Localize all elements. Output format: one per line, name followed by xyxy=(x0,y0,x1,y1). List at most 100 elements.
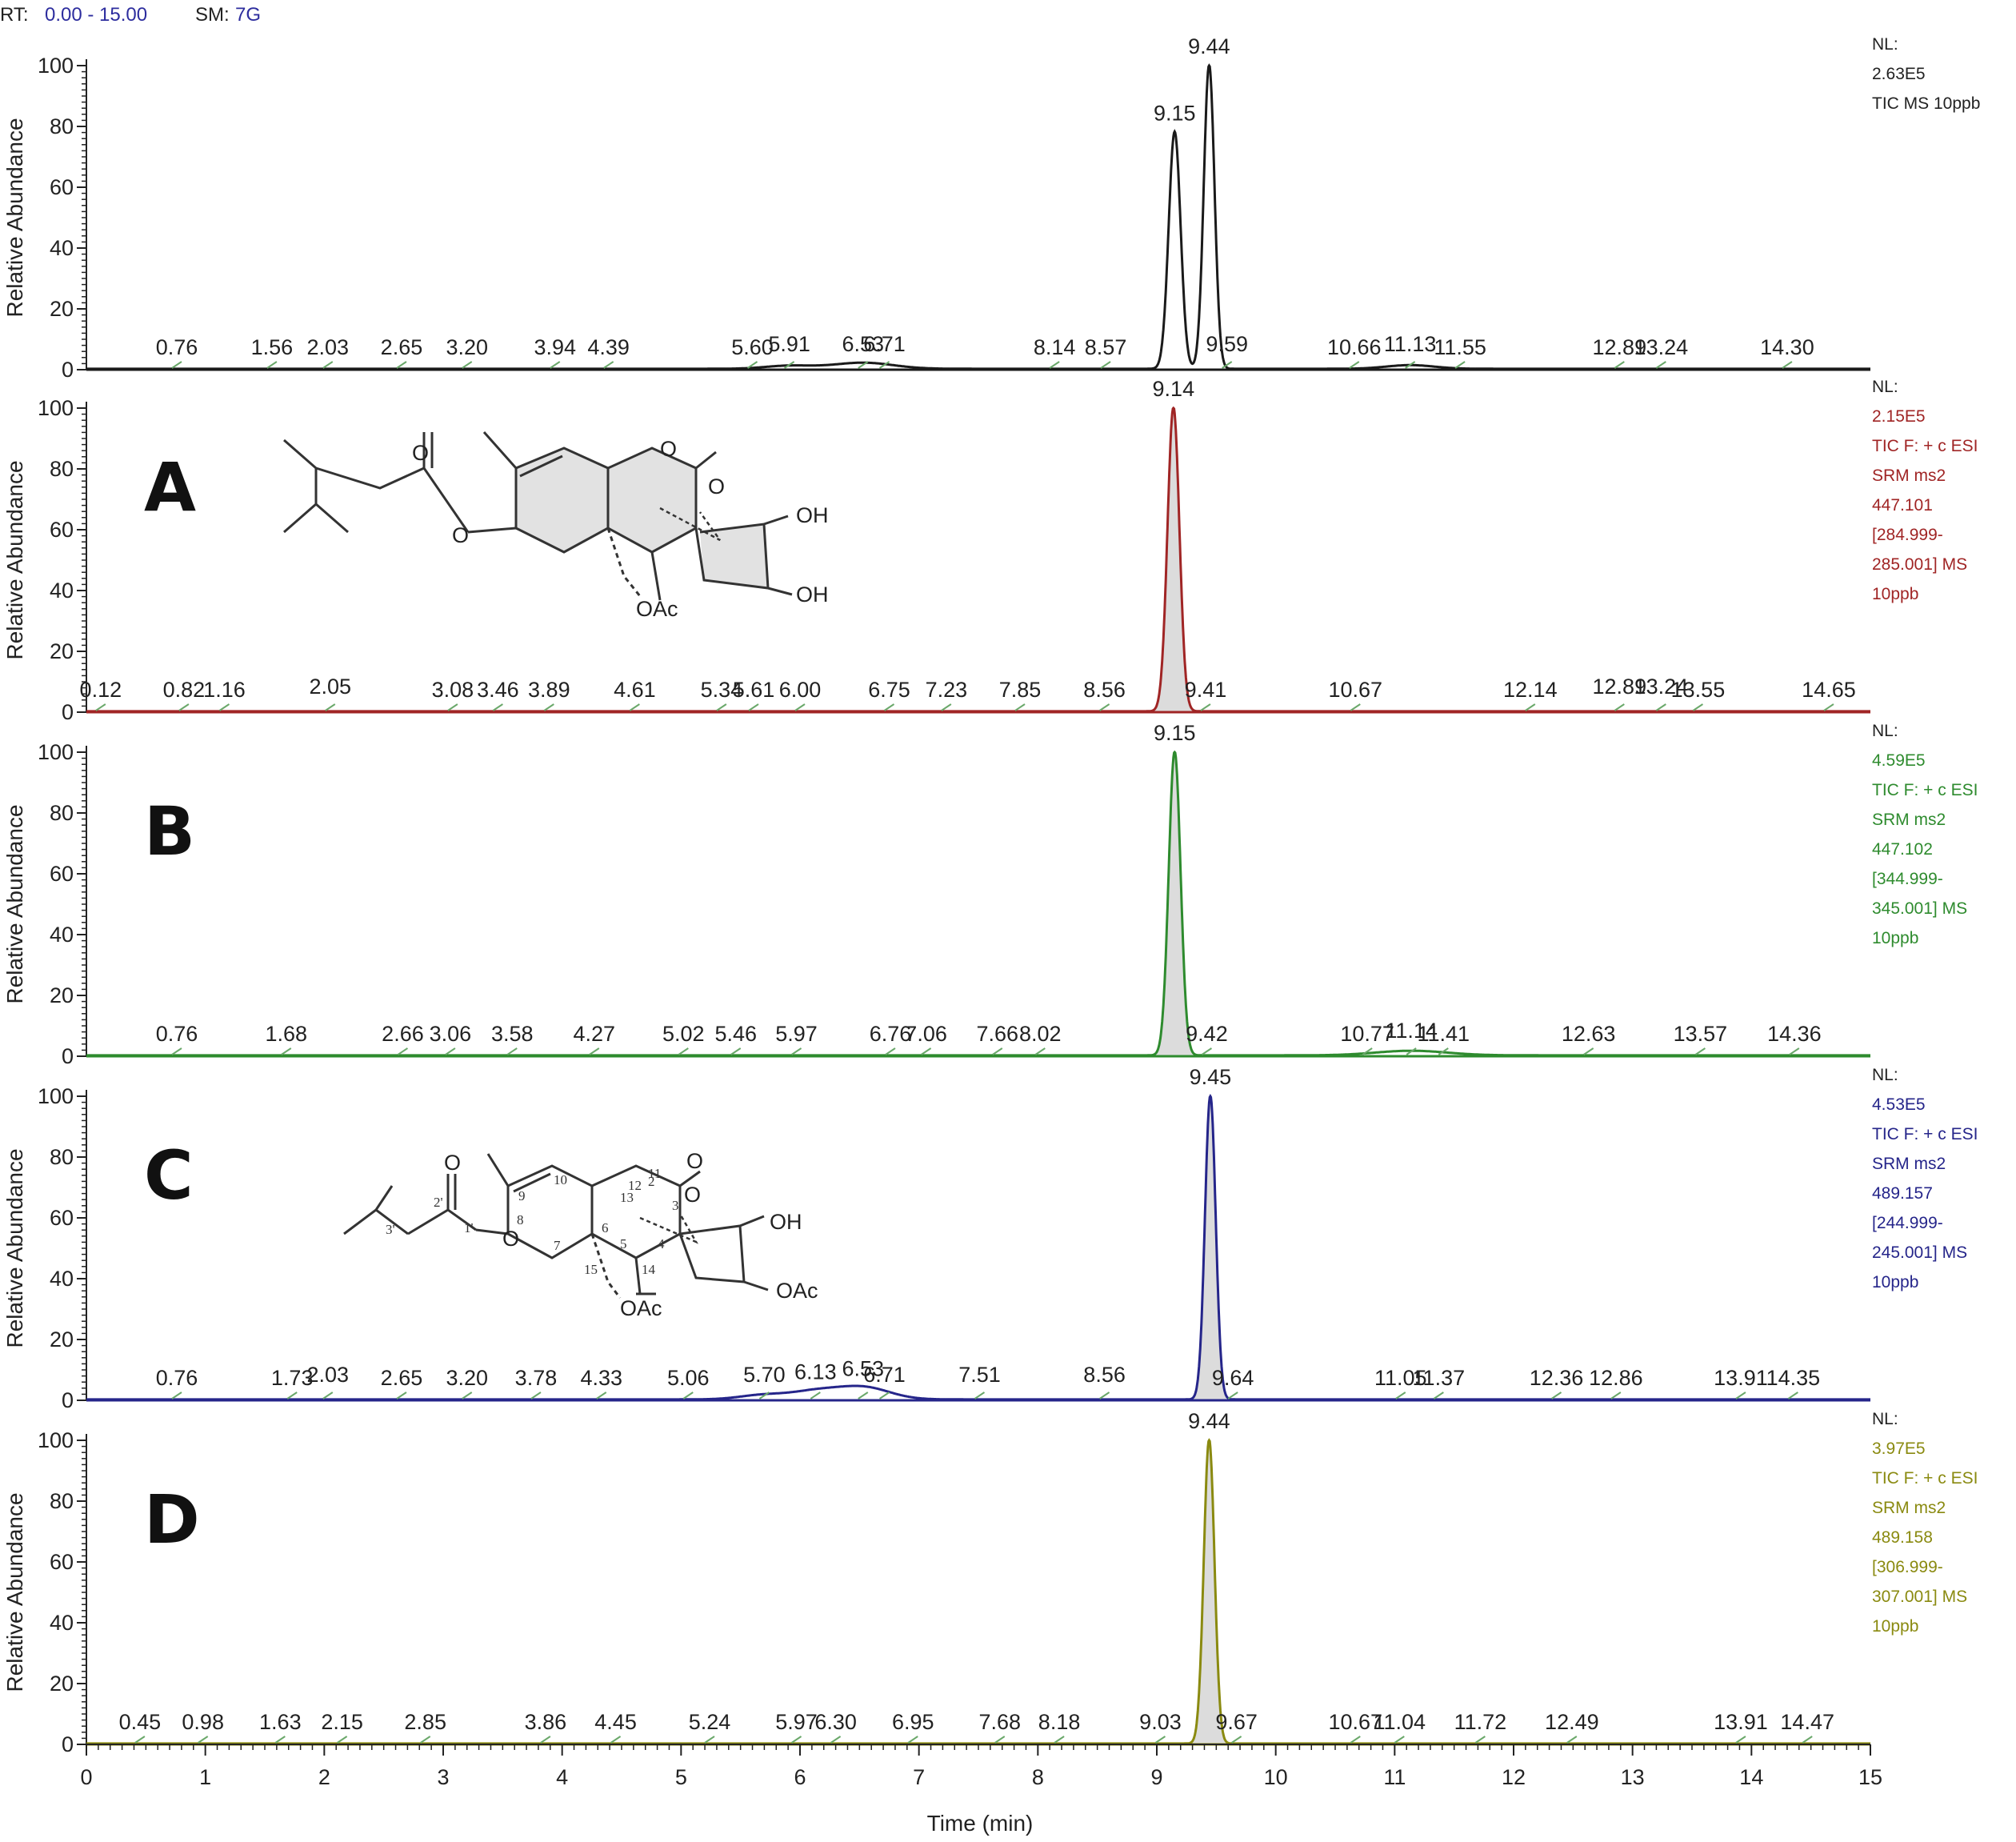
peak-marker xyxy=(1782,361,1793,369)
sm-label: SM: xyxy=(195,4,230,26)
peak-marker xyxy=(1583,1047,1594,1055)
peak-label: 2.65 xyxy=(381,335,423,359)
peak-label: 0.76 xyxy=(156,1366,198,1390)
peak-label: 5.97 xyxy=(775,1710,818,1734)
peak-label: 7.85 xyxy=(999,678,1042,702)
y-tick-label: 80 xyxy=(50,457,74,481)
trace-B xyxy=(86,750,1870,1057)
acetate-label: OAc xyxy=(620,1296,662,1320)
peak-label: 12.86 xyxy=(1589,1366,1643,1390)
atom-number: 5 xyxy=(620,1236,627,1251)
peak-label: 2.65 xyxy=(381,1366,423,1390)
y-tick-label: 20 xyxy=(50,983,74,1007)
peak-fill xyxy=(1151,752,1198,1056)
peak-marker xyxy=(550,361,561,369)
y-tick-label: 20 xyxy=(50,1672,74,1696)
peak-label: 13.24 xyxy=(1634,675,1689,699)
peak-label: 2.15 xyxy=(321,1710,363,1734)
side-info-line: 345.001] MS xyxy=(1872,899,1967,918)
peak-label: 6.95 xyxy=(892,1710,934,1734)
peak-marker xyxy=(974,1392,986,1400)
side-info-line: SRM ms2 xyxy=(1872,1499,1946,1517)
side-info-line: NL: xyxy=(1872,722,1898,740)
peak-marker xyxy=(1694,1047,1706,1055)
peak-marker xyxy=(704,1736,715,1744)
peak-marker xyxy=(1201,1047,1212,1055)
peak-label: 11.13 xyxy=(1384,332,1437,356)
peak-label: 9.15 xyxy=(1154,721,1196,745)
peak-label: 0.76 xyxy=(156,1022,198,1046)
peak-label: 5.70 xyxy=(743,1363,786,1387)
y-tick-label: 0 xyxy=(62,358,74,382)
y-tick-label: 60 xyxy=(50,1550,74,1574)
y-axis-label: Relative Abundance xyxy=(2,118,27,317)
peak-marker xyxy=(1099,703,1110,711)
peak-marker xyxy=(730,1047,742,1055)
peak-label: 3.78 xyxy=(515,1366,558,1390)
y-tick-label: 100 xyxy=(38,54,74,78)
peak-label: 0.12 xyxy=(80,678,122,702)
peak-marker xyxy=(1049,361,1060,369)
side-info-line: SRM ms2 xyxy=(1872,811,1946,829)
side-info-line: 2.63E5 xyxy=(1872,65,1926,83)
peak-label: 10.77 xyxy=(1340,1022,1394,1046)
y-tick-label: 40 xyxy=(50,1267,74,1291)
panel-B: 0 20 40 60 80 100 Relative Abundance 0.76 1.68 2.… xyxy=(2,721,1978,1068)
peak-marker xyxy=(1550,1392,1562,1400)
peak-marker xyxy=(1692,703,1703,711)
peak-label: 8.56 xyxy=(1083,678,1126,702)
peak-label: 3.86 xyxy=(525,1710,567,1734)
y-tick-label: 100 xyxy=(38,1428,74,1452)
y-tick-label: 0 xyxy=(62,700,74,724)
peak-label: 12.14 xyxy=(1503,678,1558,702)
atom-number: 2' xyxy=(434,1195,443,1210)
x-tick-label: 15 xyxy=(1858,1765,1882,1789)
y-tick-label: 20 xyxy=(50,639,74,663)
x-tick-label: 14 xyxy=(1739,1765,1763,1789)
y-tick-label: 40 xyxy=(50,1611,74,1635)
side-info-line: SRM ms2 xyxy=(1872,467,1946,485)
peak-label: 10.66 xyxy=(1327,335,1382,359)
y-tick-label: 0 xyxy=(62,1732,74,1756)
peak-label: 5.91 xyxy=(768,332,810,356)
side-info-line: [306.999- xyxy=(1872,1558,1943,1576)
peak-marker xyxy=(274,1736,286,1744)
side-info-line: 4.53E5 xyxy=(1872,1095,1926,1114)
peak-marker xyxy=(790,1736,802,1744)
peak-marker xyxy=(1610,1392,1622,1400)
peak-label: 12.63 xyxy=(1562,1022,1616,1046)
side-info-line: TIC F: + c ESI xyxy=(1872,781,1978,799)
side-info-line: 4.59E5 xyxy=(1872,751,1926,770)
panel-D: 0 20 40 60 80 100 Relative Abundance 0.45 0.98 1.… xyxy=(2,1409,1978,1756)
atom-number: 3' xyxy=(386,1222,395,1237)
peak-label: 2.03 xyxy=(307,1363,350,1387)
panel-letter-B: B xyxy=(144,792,195,871)
peak-label: 6.53 xyxy=(842,1357,885,1381)
y-tick-label: 40 xyxy=(50,236,74,260)
carbonyl-oxygen-label: O xyxy=(444,1151,461,1175)
peak-marker xyxy=(171,1047,182,1055)
peak-label: 1.56 xyxy=(251,335,294,359)
peak-marker xyxy=(1454,361,1466,369)
peak-label: 9.44 xyxy=(1188,34,1230,58)
y-tick-label: 60 xyxy=(50,518,74,542)
peak-label: 6.53 xyxy=(842,332,885,356)
peak-label: 13.91 xyxy=(1714,1710,1768,1734)
peak-marker xyxy=(1655,361,1666,369)
peak-label: 8.56 xyxy=(1083,1363,1126,1387)
peak-marker xyxy=(445,1047,456,1055)
peak-marker xyxy=(878,1392,890,1400)
peak-label: 6.75 xyxy=(868,678,910,702)
peak-label: 9.14 xyxy=(1153,377,1195,401)
peak-marker xyxy=(171,361,182,369)
peak-label: 11.37 xyxy=(1413,1366,1466,1390)
peak-label: 3.89 xyxy=(528,678,570,702)
peak-marker xyxy=(1614,361,1625,369)
peak-label: 7.68 xyxy=(978,1710,1021,1734)
peak-label: 9.64 xyxy=(1212,1366,1254,1390)
peak-label: 14.36 xyxy=(1767,1022,1822,1046)
peak-label: 9.42 xyxy=(1186,1022,1228,1046)
peak-marker xyxy=(794,703,806,711)
peak-marker xyxy=(178,703,190,711)
